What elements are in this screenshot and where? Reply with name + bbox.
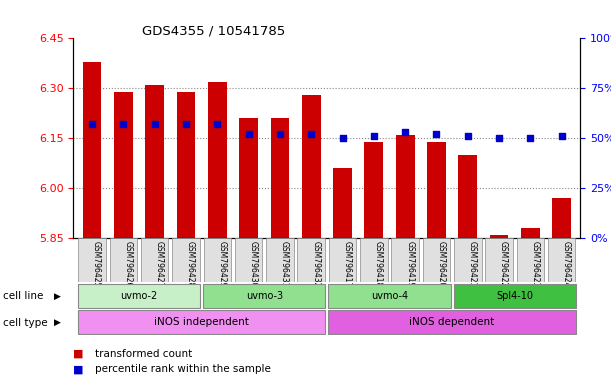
Bar [145,85,164,238]
Text: GSM796419: GSM796419 [405,241,414,288]
Bar [552,198,571,238]
Point [306,131,316,137]
Bar [364,142,383,238]
Point [369,133,379,139]
Bar [240,118,258,238]
Bar [302,95,321,238]
Point [150,121,159,127]
Text: uvmo-2: uvmo-2 [120,291,158,301]
Point [338,135,348,141]
Bar [454,238,481,282]
Bar [208,82,227,238]
Text: GSM796429: GSM796429 [218,241,226,288]
Text: ▶: ▶ [54,318,60,327]
Point [119,121,128,127]
Point [244,131,254,137]
Bar [266,238,294,282]
Text: ▶: ▶ [54,292,60,301]
Bar [298,238,325,282]
Bar [458,155,477,238]
Text: uvmo-4: uvmo-4 [371,291,408,301]
Bar [427,142,446,238]
Text: GSM796427: GSM796427 [155,241,164,288]
Bar [453,284,576,308]
Text: cell type: cell type [3,318,48,328]
Text: GSM796424: GSM796424 [562,241,571,288]
Text: GDS4355 / 10541785: GDS4355 / 10541785 [142,25,285,38]
Text: iNOS independent: iNOS independent [154,317,249,327]
Point [87,121,97,127]
Text: iNOS dependent: iNOS dependent [409,317,495,327]
Text: Spl4-10: Spl4-10 [496,291,533,301]
Bar [82,62,101,238]
Point [181,121,191,127]
Text: GSM796417: GSM796417 [343,241,351,288]
Text: GSM796418: GSM796418 [374,241,383,287]
Point [431,131,441,137]
Bar [329,284,450,308]
Bar [172,238,200,282]
Bar [271,118,290,238]
Point [213,121,222,127]
Text: GSM796431: GSM796431 [280,241,289,288]
Text: GSM796423: GSM796423 [530,241,540,288]
Bar [329,310,576,334]
Bar [333,168,352,238]
Bar [78,284,200,308]
Bar [109,238,137,282]
Point [463,133,473,139]
Text: GSM796432: GSM796432 [311,241,320,288]
Bar [78,310,325,334]
Bar [521,228,540,238]
Text: transformed count: transformed count [95,349,192,359]
Text: GSM796425: GSM796425 [92,241,101,288]
Text: GSM796430: GSM796430 [249,241,258,288]
Bar [396,135,414,238]
Bar [360,238,387,282]
Point [400,129,410,135]
Text: uvmo-3: uvmo-3 [246,291,283,301]
Bar [78,238,106,282]
Text: GSM796428: GSM796428 [186,241,195,287]
Point [525,135,535,141]
Bar [489,235,508,238]
Text: GSM796420: GSM796420 [436,241,445,288]
Text: GSM796422: GSM796422 [499,241,508,287]
Bar [114,92,133,238]
Text: GSM796426: GSM796426 [123,241,133,288]
Text: ■: ■ [73,364,84,374]
Text: percentile rank within the sample: percentile rank within the sample [95,364,271,374]
Bar [203,238,231,282]
Bar [423,238,450,282]
Bar [548,238,576,282]
Point [275,131,285,137]
Text: cell line: cell line [3,291,43,301]
Bar [329,238,356,282]
Point [557,133,566,139]
Bar [235,238,262,282]
Bar [203,284,325,308]
Text: GSM796421: GSM796421 [468,241,477,287]
Text: ■: ■ [73,349,84,359]
Bar [485,238,513,282]
Bar [177,92,196,238]
Point [494,135,504,141]
Bar [141,238,169,282]
Bar [516,238,544,282]
Bar [392,238,419,282]
